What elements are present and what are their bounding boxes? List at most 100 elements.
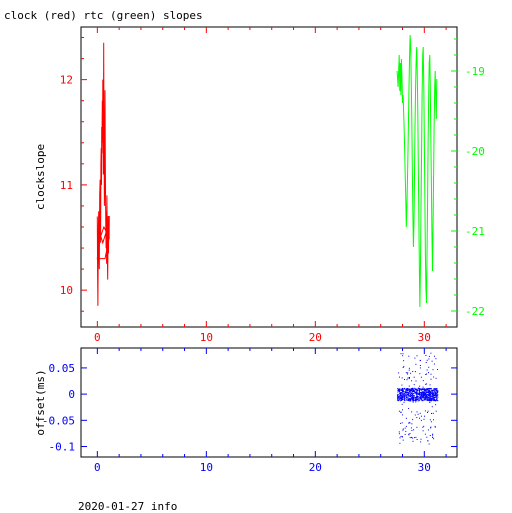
offset-point: [398, 431, 400, 433]
offset-point: [417, 393, 419, 395]
bottom-x-tick-label: 20: [309, 461, 322, 474]
offset-point: [415, 363, 417, 365]
offset-point: [410, 389, 412, 391]
offset-point: [431, 391, 433, 393]
offset-point: [424, 389, 425, 390]
offset-point: [406, 379, 408, 381]
offset-point: [401, 403, 403, 405]
offset-point: [402, 353, 404, 355]
offset-point: [433, 419, 434, 421]
offset-point: [413, 437, 415, 439]
offset-point: [411, 395, 412, 396]
offset-point: [412, 399, 414, 401]
offset-point: [405, 394, 407, 396]
offset-point: [422, 392, 424, 394]
offset-point: [402, 388, 404, 390]
offset-point: [398, 398, 400, 400]
offset-point: [427, 399, 428, 401]
offset-point: [420, 393, 422, 395]
offset-point: [415, 400, 417, 402]
offset-point: [411, 411, 413, 413]
offset-point: [432, 395, 433, 397]
offset-point: [417, 398, 419, 400]
offset-point: [406, 396, 408, 398]
offset-point: [401, 391, 403, 393]
offset-point: [405, 389, 407, 391]
offset-point: [411, 400, 413, 402]
offset-point: [430, 400, 432, 402]
top-x-tick-label: 30: [418, 331, 431, 344]
offset-point: [402, 396, 404, 398]
offset-point: [406, 373, 408, 375]
offset-point: [428, 398, 430, 400]
offset-point: [407, 377, 409, 379]
offset-point: [436, 388, 438, 390]
offset-point: [417, 396, 419, 397]
offset-point: [422, 426, 424, 428]
offset-point: [423, 418, 425, 420]
offset-point: [402, 439, 404, 441]
offset-point: [437, 394, 439, 396]
offset-point: [430, 394, 432, 396]
offset-point: [422, 399, 424, 401]
bottom-y-tick-label: 0: [68, 388, 75, 401]
offset-point: [411, 391, 413, 393]
offset-point: [430, 427, 432, 429]
offset-point: [430, 352, 432, 354]
offset-point: [402, 409, 403, 411]
offset-point: [421, 389, 423, 391]
offset-point: [397, 398, 399, 400]
offset-point: [408, 391, 410, 393]
right-y-tick-label: -22: [465, 305, 485, 318]
offset-point: [400, 400, 402, 402]
offset-point: [416, 390, 418, 392]
offset-point: [416, 396, 417, 398]
offset-point: [416, 397, 418, 399]
offset-point: [414, 414, 416, 416]
offset-point: [430, 391, 432, 393]
offset-point: [425, 389, 427, 391]
offset-point: [432, 434, 433, 436]
offset-point: [419, 365, 421, 366]
offset-point: [428, 393, 430, 394]
offset-point: [412, 397, 414, 399]
offset-point: [429, 402, 431, 403]
offset-point: [405, 391, 407, 393]
offset-point: [412, 401, 414, 403]
offset-point: [401, 377, 403, 379]
offset-point: [421, 400, 423, 402]
offset-point: [405, 388, 407, 390]
offset-point: [400, 399, 402, 401]
offset-point: [403, 401, 405, 403]
offset-point: [432, 437, 434, 438]
offset-point: [419, 396, 421, 398]
offset-point: [419, 391, 420, 393]
series-rtc-line: [396, 34, 438, 308]
offset-point: [430, 378, 432, 380]
offset-point: [409, 397, 411, 399]
offset-point: [402, 397, 404, 399]
offset-point: [432, 412, 434, 414]
offset-point: [411, 437, 413, 439]
offset-point: [426, 396, 427, 398]
offset-point: [427, 399, 429, 401]
offset-point: [410, 391, 412, 393]
offset-point: [421, 397, 423, 399]
offset-point: [406, 392, 408, 393]
offset-point: [415, 388, 416, 390]
offset-point: [430, 421, 432, 423]
offset-point: [427, 429, 429, 431]
offset-point: [410, 393, 412, 395]
offset-point: [429, 395, 431, 397]
offset-point: [397, 394, 399, 396]
offset-point: [415, 380, 417, 382]
offset-point: [425, 393, 427, 395]
offset-point: [409, 377, 410, 378]
offset-point: [402, 355, 404, 357]
offset-point: [400, 392, 402, 394]
offset-point: [422, 391, 423, 393]
offset-point: [421, 392, 423, 394]
offset-point: [406, 394, 408, 395]
offset-point: [411, 393, 412, 394]
offset-point: [398, 433, 400, 435]
